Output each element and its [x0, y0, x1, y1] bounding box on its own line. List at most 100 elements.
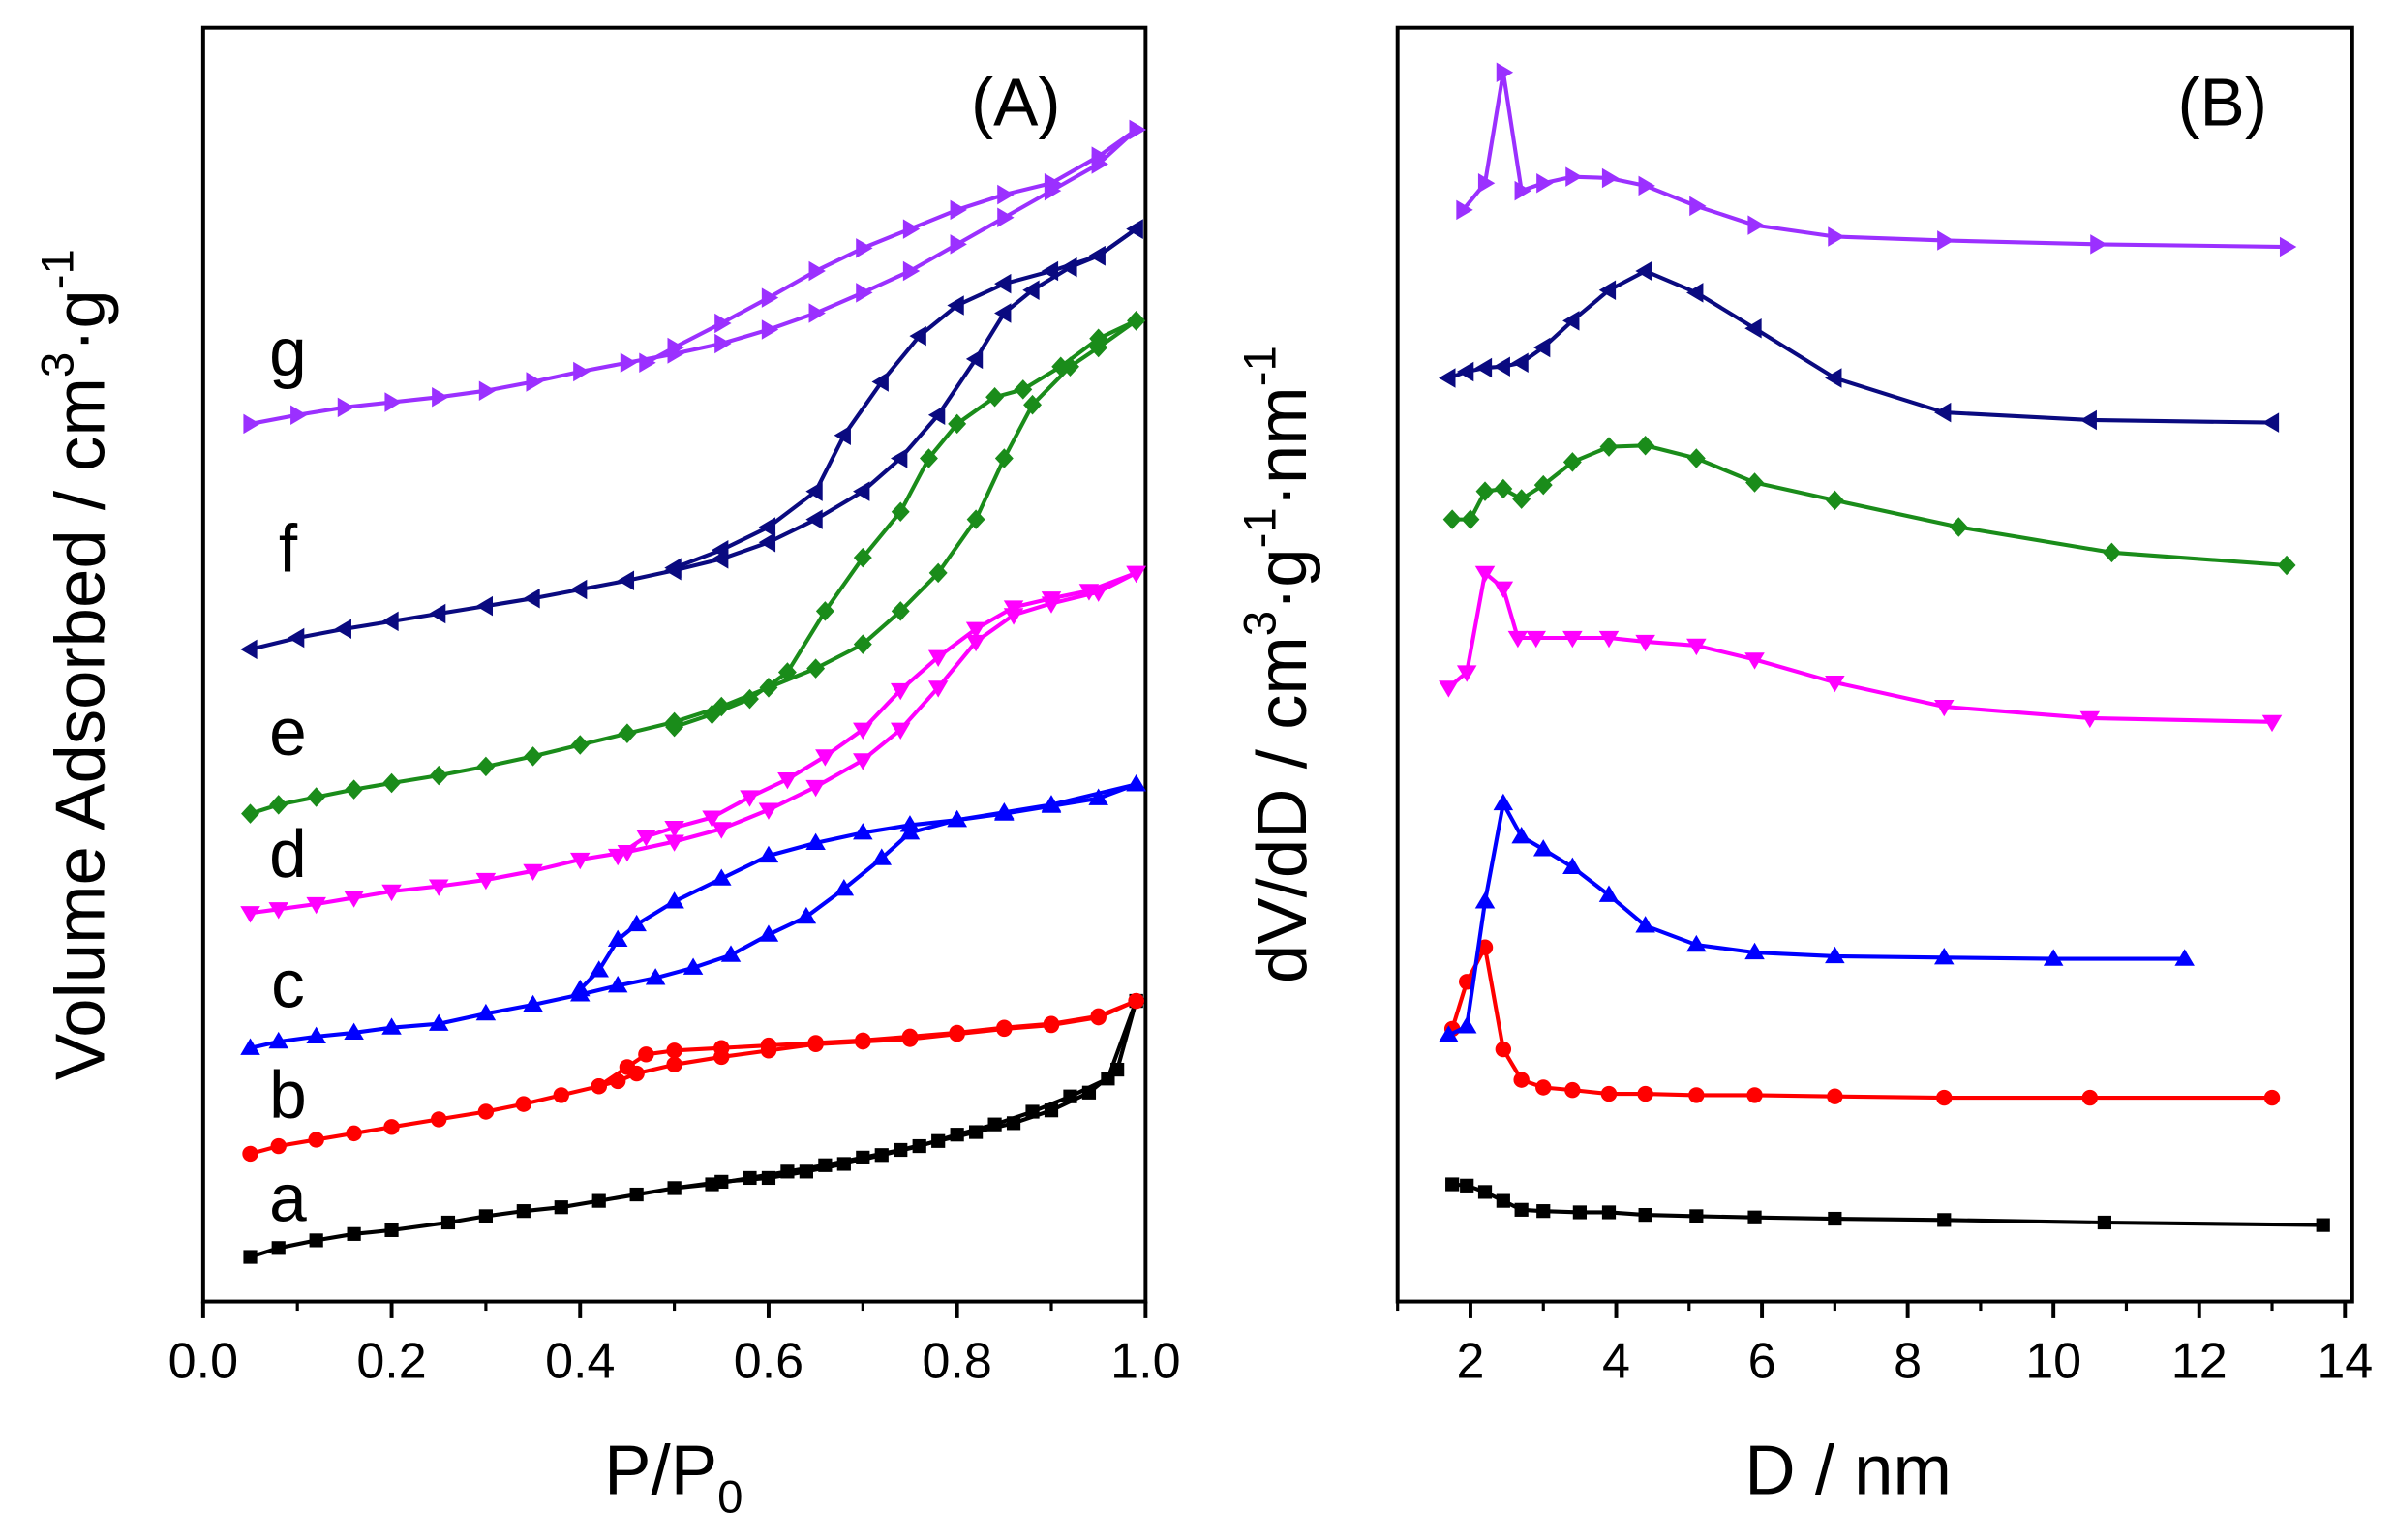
data-point [836, 1157, 851, 1171]
data-point [609, 1072, 626, 1090]
series-e [1442, 436, 2296, 576]
data-point [2043, 949, 2064, 966]
data-point [553, 1087, 569, 1103]
data-point [1003, 600, 1024, 618]
panel-a-y-axis-label: Volume Adsorbed / cm3·g-1 [33, 249, 120, 1080]
data-point [1513, 1072, 1530, 1088]
data-point [931, 1133, 946, 1148]
data-point [1562, 452, 1582, 472]
data-point [618, 723, 637, 743]
data-point [805, 779, 826, 798]
data-point [1601, 167, 1620, 189]
data-point [919, 448, 938, 468]
data-point [909, 325, 926, 347]
data-point [1744, 652, 1765, 670]
data-point [1089, 328, 1108, 349]
data-point [2090, 234, 2107, 255]
data-point [524, 746, 543, 767]
data-point [346, 1125, 362, 1142]
data-point [240, 1038, 260, 1055]
data-point [1601, 1205, 1617, 1220]
data-point [591, 1077, 607, 1095]
data-point [1635, 634, 1655, 652]
data-point [516, 1204, 531, 1219]
data-point [1934, 699, 1955, 717]
panel-a-title: (A) [971, 65, 1061, 140]
data-point [665, 716, 684, 738]
data-point [345, 779, 364, 800]
data-point [834, 425, 851, 446]
data-point [589, 960, 609, 978]
series-f [1439, 260, 2280, 433]
data-point [2261, 714, 2283, 733]
data-point [1460, 1178, 1474, 1193]
data-point [307, 787, 326, 807]
data-point [1638, 175, 1655, 196]
data-point [1689, 1209, 1704, 1223]
data-point [1439, 1025, 1459, 1042]
data-point [475, 595, 494, 617]
data-point [740, 790, 760, 807]
data-point [853, 823, 873, 840]
series-b: b [242, 992, 1144, 1163]
data-point [1078, 584, 1100, 601]
data-point [947, 809, 967, 828]
data-point [645, 968, 666, 985]
data-point [856, 1150, 870, 1164]
data-point [526, 372, 543, 392]
data-point [853, 753, 873, 770]
data-point [569, 579, 588, 600]
data-point [758, 802, 779, 820]
data-point [834, 878, 855, 896]
data-point [758, 517, 776, 537]
data-point [1126, 219, 1143, 239]
data-point [759, 678, 778, 698]
data-point [761, 1170, 776, 1186]
data-point [901, 1028, 919, 1045]
series-g-curve [1461, 70, 2288, 250]
data-point [309, 1233, 323, 1248]
data-point [381, 1017, 402, 1035]
x-tick-label: 10 [2025, 1333, 2081, 1389]
data-point [1442, 509, 1462, 529]
data-point [969, 1125, 984, 1139]
data-point [807, 1035, 824, 1051]
data-point [432, 387, 449, 408]
data-point [1598, 885, 1620, 902]
data-point [523, 863, 543, 882]
data-point [384, 1223, 399, 1237]
data-point [1562, 857, 1583, 874]
data-point [1060, 257, 1077, 278]
series-g-adsorption-branch [250, 128, 1138, 426]
panel-b-title: (B) [2177, 65, 2267, 140]
data-point [996, 1019, 1013, 1036]
series-b [1443, 939, 2281, 1106]
data-point [306, 1026, 326, 1043]
series-label-g: g [269, 315, 307, 390]
data-point [1686, 448, 1706, 468]
data-point [1101, 1072, 1115, 1086]
data-point [429, 765, 448, 786]
data-point [815, 601, 834, 621]
data-point [1044, 172, 1062, 194]
data-point [1637, 1085, 1653, 1102]
data-point [1598, 630, 1620, 649]
data-point [1827, 1088, 1843, 1104]
data-point [268, 1031, 288, 1049]
data-point [2081, 1089, 2099, 1106]
data-point [570, 735, 590, 755]
data-point [347, 1226, 361, 1241]
data-point [856, 238, 873, 258]
data-point [1635, 260, 1652, 282]
data-point [758, 532, 776, 553]
data-point [1744, 317, 1762, 339]
data-point [1514, 180, 1531, 201]
x-tick-label: 14 [2317, 1333, 2373, 1389]
data-point [1474, 565, 1496, 584]
data-point [777, 771, 798, 790]
data-point [428, 879, 449, 896]
x-tick-label: 2 [1456, 1333, 1484, 1389]
data-point [987, 1117, 1002, 1132]
data-point [1572, 1205, 1587, 1220]
